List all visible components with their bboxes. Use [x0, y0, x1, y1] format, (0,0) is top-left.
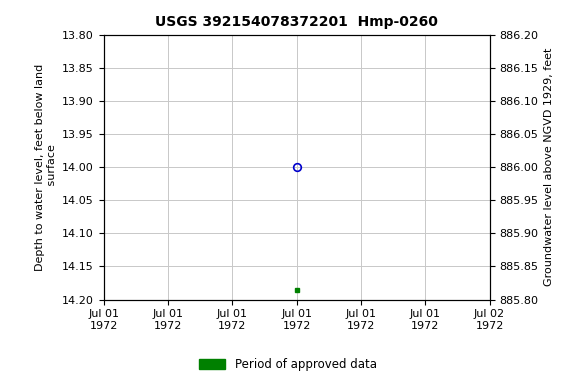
Y-axis label: Depth to water level, feet below land
 surface: Depth to water level, feet below land su…: [35, 63, 56, 271]
Legend: Period of approved data: Period of approved data: [195, 354, 381, 376]
Y-axis label: Groundwater level above NGVD 1929, feet: Groundwater level above NGVD 1929, feet: [544, 48, 554, 286]
Title: USGS 392154078372201  Hmp-0260: USGS 392154078372201 Hmp-0260: [155, 15, 438, 29]
